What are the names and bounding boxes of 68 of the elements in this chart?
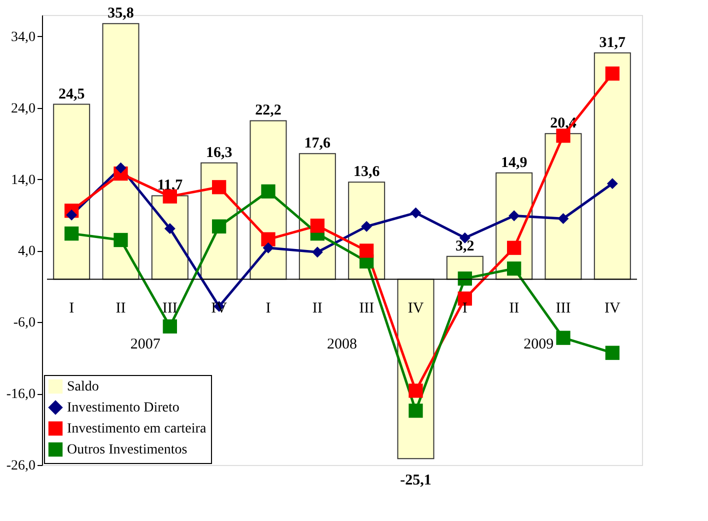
x-tick-label: III xyxy=(556,300,571,316)
point xyxy=(262,242,274,254)
point xyxy=(164,223,176,234)
point xyxy=(162,319,177,334)
point xyxy=(410,207,422,218)
x-tick-label: I xyxy=(69,300,74,316)
bar xyxy=(102,23,140,280)
point xyxy=(458,272,472,286)
point xyxy=(212,180,226,194)
x-tick-label: III xyxy=(359,300,374,316)
y-tick-label: -6,0 xyxy=(13,316,36,331)
y-tick-label: 24,0 xyxy=(11,101,36,116)
y-tick-label: -16,0 xyxy=(6,387,36,402)
point xyxy=(114,232,128,248)
data-label: 13,6 xyxy=(353,164,380,180)
x-tick-label: I xyxy=(266,300,271,316)
data-label: -25,1 xyxy=(400,472,432,489)
point xyxy=(361,220,372,232)
annotation: 2007 xyxy=(130,336,161,352)
point xyxy=(507,262,522,276)
y-tick-label: 4,0 xyxy=(18,244,36,260)
x-tick-label: III xyxy=(162,300,178,316)
data-label: 22,2 xyxy=(255,102,282,119)
legend-label: Investimento Direto xyxy=(67,400,180,416)
point xyxy=(212,219,226,234)
point xyxy=(508,210,520,222)
x-tick-label: II xyxy=(509,300,520,316)
point xyxy=(507,240,522,255)
bar xyxy=(594,52,631,280)
y-tick-label: -26,0 xyxy=(6,458,36,474)
x-tick-label: IV xyxy=(604,300,620,316)
point xyxy=(556,128,570,143)
data-label: 31,7 xyxy=(599,34,626,51)
point xyxy=(408,404,423,418)
data-label: 17,6 xyxy=(304,136,332,152)
legend-label: Investimento em carteira xyxy=(67,422,207,436)
x-tick-label: IV xyxy=(408,300,424,316)
x-tick-label: II xyxy=(312,300,322,316)
point xyxy=(64,226,79,241)
data-label: 16,3 xyxy=(206,144,232,161)
point xyxy=(605,346,620,360)
point xyxy=(408,384,423,398)
legend-label: Outros Investimentos xyxy=(67,442,188,458)
data-label: 35,8 xyxy=(108,6,134,22)
legend-label: Saldo xyxy=(67,380,99,394)
data-label: 24,5 xyxy=(58,86,85,102)
bar xyxy=(544,133,582,280)
point xyxy=(312,246,323,258)
point xyxy=(360,244,374,258)
point xyxy=(66,210,78,220)
point xyxy=(115,162,126,174)
point xyxy=(310,218,324,233)
point xyxy=(605,66,620,81)
y-tick-label: 34,0 xyxy=(11,30,36,45)
bar xyxy=(53,104,90,280)
annotation: 2008 xyxy=(327,336,357,352)
point xyxy=(556,330,570,345)
data-label: 11,7 xyxy=(157,178,184,194)
x-tick-label: II xyxy=(116,300,126,316)
point xyxy=(558,213,569,224)
point xyxy=(606,178,618,190)
data-label: 3,2 xyxy=(456,238,474,254)
point xyxy=(162,189,177,204)
point xyxy=(261,184,276,198)
point xyxy=(261,232,276,246)
y-tick-label: 14,0 xyxy=(11,172,36,188)
data-label: 14,9 xyxy=(500,154,528,171)
annotation: 2009 xyxy=(524,336,554,352)
